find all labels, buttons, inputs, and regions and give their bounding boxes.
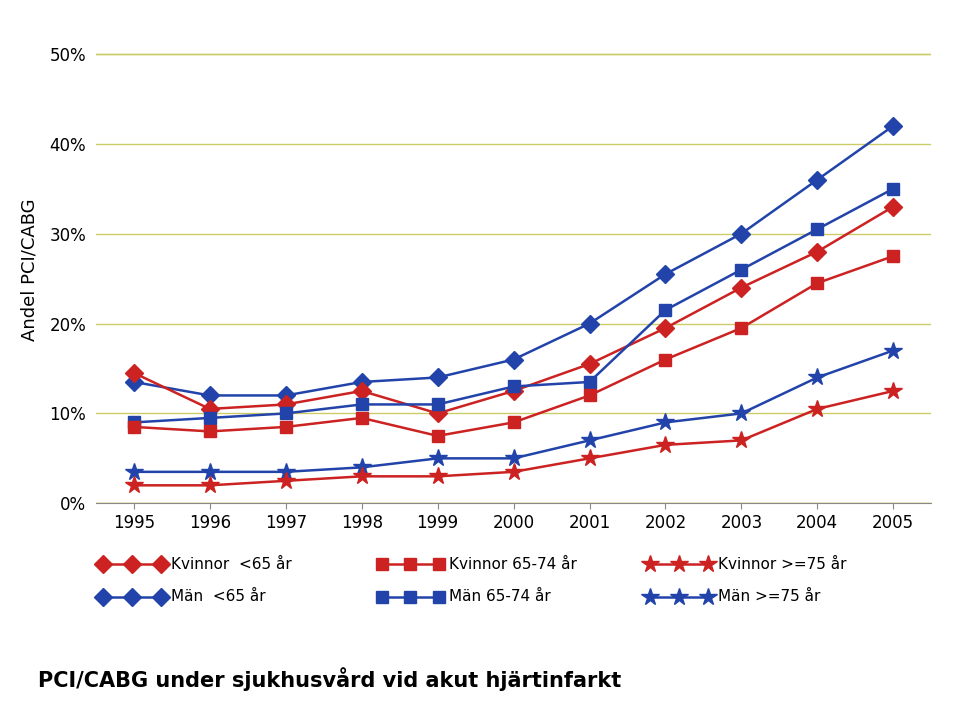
Text: Kvinnor >=75 år: Kvinnor >=75 år (718, 557, 847, 572)
Text: Män  <65 år: Män <65 år (171, 590, 266, 604)
Text: Kvinnor  <65 år: Kvinnor <65 år (171, 557, 292, 572)
Text: Kvinnor 65-74 år: Kvinnor 65-74 år (449, 557, 577, 572)
Text: Män 65-74 år: Män 65-74 år (449, 590, 551, 604)
Y-axis label: Andel PCI/CABG: Andel PCI/CABG (20, 198, 38, 341)
Text: Män >=75 år: Män >=75 år (718, 590, 821, 604)
Text: PCI/CABG under sjukhusvård vid akut hjärtinfarkt: PCI/CABG under sjukhusvård vid akut hjär… (37, 667, 621, 692)
